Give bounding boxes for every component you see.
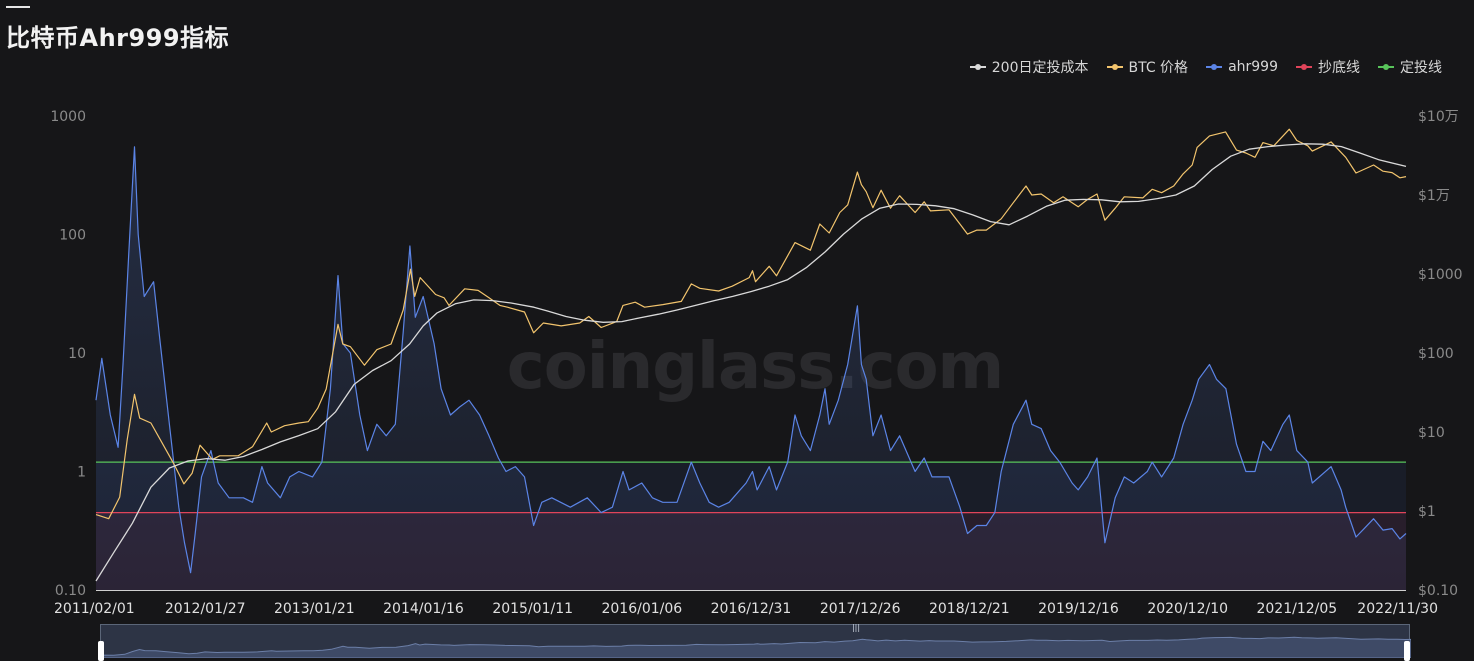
- x-tick-label: 2019/12/16: [1038, 601, 1119, 617]
- ahr999-area: [96, 146, 1406, 591]
- legend-swatch-icon: [1206, 64, 1223, 70]
- y-right-tick-label: $1万: [1418, 188, 1450, 204]
- page-title: 比特币Ahr999指标: [6, 24, 230, 52]
- menu-icon[interactable]: [6, 0, 30, 8]
- y-right-tick-label: $100: [1418, 346, 1454, 362]
- y-left-tick-label: 100: [59, 228, 86, 244]
- btc-price-line: [95, 128, 1407, 520]
- legend-swatch-icon: [1106, 64, 1123, 70]
- y-left-tick-label: 0.10: [55, 583, 86, 599]
- legend-label: 抄底线: [1318, 60, 1360, 76]
- watermark: coinglass.com: [507, 330, 1003, 404]
- slider-grip-icon[interactable]: |||: [851, 623, 861, 632]
- y-right-tick-label: $0.10: [1418, 583, 1458, 599]
- y-right-tick-label: $10: [1418, 425, 1445, 441]
- legend-item[interactable]: BTC 价格: [1106, 57, 1189, 77]
- legend-item[interactable]: 200日定投成本: [969, 57, 1089, 77]
- zoom-slider[interactable]: |||: [98, 623, 1411, 661]
- slider-preview: [101, 636, 1411, 658]
- x-tick-label: 2012/01/27: [165, 601, 246, 617]
- y-left-tick-label: 10: [68, 346, 86, 362]
- slider-preview-area: [101, 636, 1411, 658]
- x-tick-label: 2022/11/30: [1357, 601, 1438, 617]
- legend-label: 200日定投成本: [991, 60, 1089, 76]
- y-left-tick-label: 1000: [50, 109, 86, 125]
- legend-swatch-icon: [1296, 64, 1312, 70]
- legend-label: ahr999: [1228, 59, 1278, 75]
- legend-swatch-icon: [969, 64, 986, 70]
- slider-left-handle[interactable]: [98, 641, 104, 661]
- legend-item[interactable]: 抄底线: [1296, 57, 1360, 77]
- dca-cost-line: [95, 143, 1407, 582]
- legend-item[interactable]: 定投线: [1378, 57, 1442, 77]
- x-tick-label: 2018/12/21: [929, 601, 1010, 617]
- x-tick-label: 2014/01/16: [383, 601, 464, 617]
- ahr999-line: [95, 146, 1407, 574]
- slider-right-handle[interactable]: [1404, 641, 1410, 661]
- legend-item[interactable]: ahr999: [1206, 57, 1278, 77]
- x-tick-label: 2017/12/26: [820, 601, 901, 617]
- y-right-tick-label: $1: [1418, 504, 1436, 520]
- y-right-tick-label: $10万: [1418, 109, 1459, 125]
- x-tick-label: 2021/12/05: [1256, 601, 1337, 617]
- y-left-tick-label: 1: [77, 465, 86, 481]
- legend-label: BTC 价格: [1128, 60, 1189, 76]
- x-tick-label: 2016/12/31: [711, 601, 792, 617]
- y-right-tick-label: $1000: [1418, 267, 1463, 283]
- x-tick-label: 2020/12/10: [1147, 601, 1228, 617]
- x-tick-label: 2015/01/11: [492, 601, 573, 617]
- x-tick-label: 2011/02/01: [54, 601, 135, 617]
- legend-swatch-icon: [1378, 64, 1394, 70]
- chart-canvas[interactable]: coinglass.com 1000 100 10 1 0.10 $10万 $1万 $1000 $…: [0, 0, 1474, 624]
- legend-label: 定投线: [1400, 60, 1442, 76]
- x-tick-label: 2016/01/06: [601, 601, 682, 617]
- x-tick-label: 2013/01/21: [274, 601, 355, 617]
- chart-legend: 200日定投成本 BTC 价格 ahr999 抄底线 定投线: [969, 57, 1442, 77]
